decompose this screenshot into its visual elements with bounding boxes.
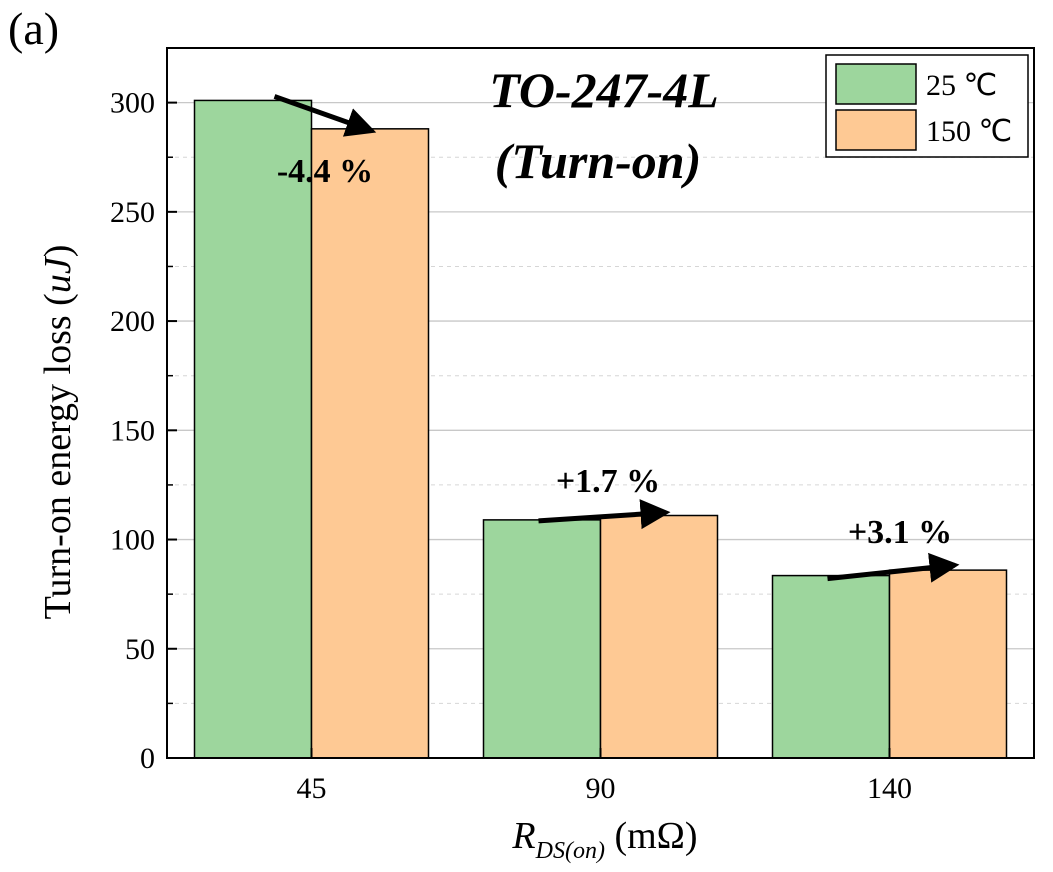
- chart-title: TO-247-4L (Turn-on): [489, 62, 719, 189]
- y-axis-title-close: ): [37, 245, 79, 258]
- change-annotation: -4.4 %: [277, 153, 373, 190]
- bars: [193, 99, 1008, 759]
- chart-title-line-1: TO-247-4L: [489, 62, 719, 118]
- y-tick-label: 50: [125, 633, 155, 666]
- change-arrow: [273, 94, 377, 137]
- legend-label: 25 ℃: [926, 69, 997, 102]
- axes: 0 50 100 150 200 250 300 45 90 140: [110, 87, 912, 805]
- y-tick-label: 300: [110, 87, 155, 120]
- x-tick-label: 140: [867, 772, 912, 805]
- x-tick-label: 45: [297, 772, 327, 805]
- x-axis-title-unit: (mΩ): [605, 815, 698, 857]
- x-axis-title-sub: DS(on): [535, 838, 605, 864]
- bar: [599, 514, 719, 759]
- change-arrows: [273, 94, 960, 583]
- bar: [310, 128, 430, 759]
- y-tick-label: 200: [110, 305, 155, 338]
- panel-label: (a): [8, 3, 59, 54]
- x-tick-label: 90: [586, 772, 616, 805]
- x-axis-title-main: R: [511, 815, 535, 857]
- y-tick-label: 150: [110, 414, 155, 447]
- legend: 25 ℃ 150 ℃: [825, 54, 1029, 158]
- legend-label: 150 ℃: [926, 115, 1012, 148]
- change-annotation: +3.1 %: [848, 514, 952, 551]
- x-axis-title: RDS(on) (mΩ): [511, 815, 697, 864]
- change-arrow: [827, 552, 960, 583]
- y-axis-title-main: Turn-on energy loss (: [37, 293, 79, 619]
- legend-swatch: [835, 63, 917, 105]
- change-arrow: [538, 499, 671, 530]
- annotations: -4.4 % +1.7 % +3.1 %: [277, 153, 952, 551]
- bar: [482, 519, 602, 759]
- y-tick-label: 100: [110, 524, 155, 557]
- y-tick-label: 250: [110, 196, 155, 229]
- bar: [888, 569, 1008, 759]
- y-axis-title: Turn-on energy loss (uJ): [37, 245, 79, 620]
- chart-title-line-2: (Turn-on): [495, 133, 702, 189]
- legend-swatch: [835, 109, 917, 151]
- y-axis-title-unit: uJ: [37, 255, 79, 293]
- bar: [771, 574, 891, 759]
- bar: [193, 99, 313, 759]
- change-annotation: +1.7 %: [556, 463, 660, 500]
- y-tick-label: 0: [140, 742, 155, 775]
